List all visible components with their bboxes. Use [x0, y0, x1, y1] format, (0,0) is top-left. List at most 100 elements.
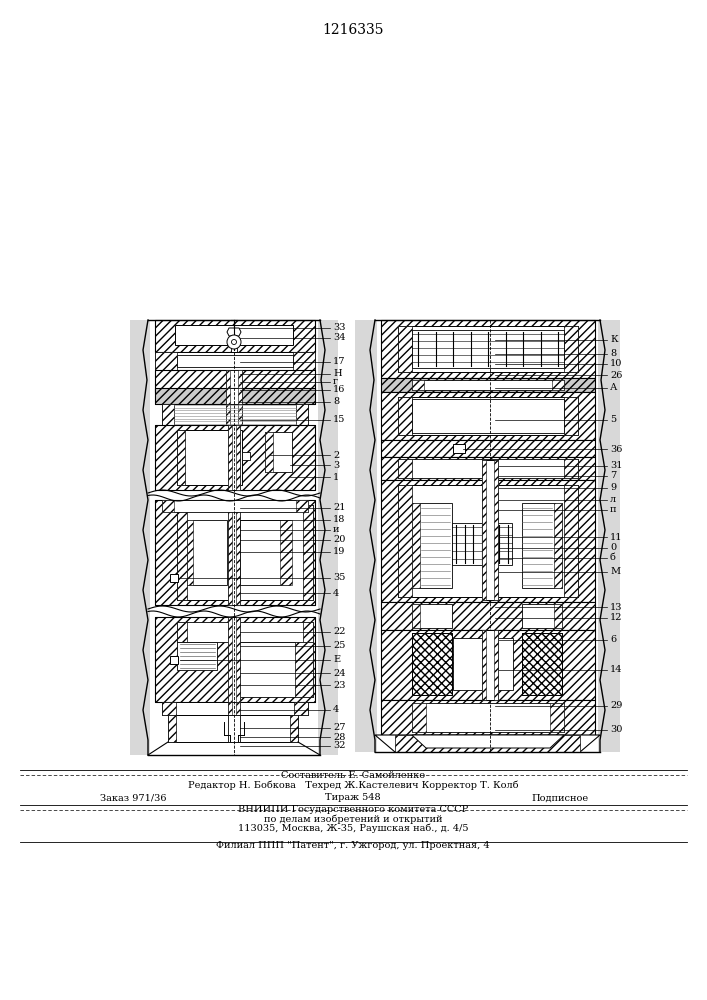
Text: 1216335: 1216335 — [322, 23, 384, 37]
Bar — [381, 480, 595, 602]
Bar — [381, 630, 595, 700]
Bar — [381, 630, 595, 700]
Text: Редактор Н. Бобкова   Техред Ж.Кастелевич Корректор Т. Колб: Редактор Н. Бобкова Техред Ж.Кастелевич … — [188, 780, 518, 790]
Text: 14: 14 — [610, 666, 622, 674]
Text: 19: 19 — [333, 548, 346, 556]
Text: 27: 27 — [333, 724, 346, 732]
Text: 13: 13 — [610, 602, 622, 611]
Text: 25: 25 — [333, 642, 346, 650]
Bar — [482, 630, 486, 700]
Text: Е: Е — [333, 656, 340, 664]
Bar — [228, 617, 232, 702]
Bar — [265, 432, 292, 472]
Bar — [293, 352, 315, 370]
Polygon shape — [375, 735, 600, 752]
Bar — [398, 459, 412, 478]
Bar — [226, 388, 242, 404]
Bar — [296, 500, 308, 512]
Bar — [453, 444, 465, 453]
Bar — [381, 700, 595, 735]
Bar — [236, 702, 240, 715]
Bar — [238, 370, 242, 392]
Bar — [228, 425, 240, 490]
Bar — [294, 702, 308, 715]
Text: 26: 26 — [610, 370, 622, 379]
Text: 23: 23 — [333, 680, 346, 690]
Bar — [175, 325, 293, 345]
Bar — [162, 404, 308, 425]
Bar — [290, 715, 298, 742]
Text: 33: 33 — [333, 324, 346, 332]
Bar — [412, 604, 452, 628]
Text: 36: 36 — [610, 444, 622, 454]
Bar — [395, 735, 580, 752]
Bar — [155, 370, 315, 392]
Text: Подписное: Подписное — [532, 794, 588, 802]
Bar — [228, 702, 232, 715]
Bar — [228, 500, 232, 605]
Bar — [236, 425, 240, 490]
Text: 8: 8 — [333, 397, 339, 406]
Bar — [355, 320, 377, 752]
Text: 12: 12 — [610, 613, 622, 622]
Bar — [226, 370, 230, 392]
Text: А: А — [610, 383, 617, 392]
Text: Тираж 548: Тираж 548 — [325, 794, 381, 802]
Bar — [177, 622, 313, 642]
Bar — [381, 480, 595, 602]
Text: 7: 7 — [610, 472, 617, 481]
Bar — [155, 617, 315, 702]
Polygon shape — [600, 320, 620, 752]
Bar — [162, 500, 174, 512]
Bar — [155, 352, 177, 370]
Bar — [412, 604, 420, 628]
Bar — [398, 397, 578, 435]
Bar — [552, 380, 564, 390]
Bar — [240, 520, 290, 585]
Bar — [494, 630, 498, 700]
Bar — [381, 440, 595, 457]
Bar — [522, 633, 562, 695]
Bar — [238, 388, 242, 404]
Bar — [177, 355, 293, 367]
Text: ВНИИПИ Государственного комитета СССР: ВНИИПИ Государственного комитета СССР — [238, 806, 468, 814]
Bar — [482, 460, 498, 600]
Bar — [242, 452, 250, 460]
Text: 1: 1 — [333, 473, 339, 482]
Bar — [228, 702, 240, 715]
Bar — [412, 330, 564, 368]
Text: Заказ 971/36: Заказ 971/36 — [100, 794, 167, 802]
Text: п: п — [610, 506, 617, 514]
Text: 4: 4 — [333, 706, 339, 714]
Bar — [236, 500, 240, 605]
Bar — [228, 617, 240, 702]
Bar — [236, 617, 240, 702]
Bar — [482, 460, 486, 600]
Text: 17: 17 — [333, 358, 346, 366]
Text: 35: 35 — [333, 574, 346, 582]
Bar — [155, 320, 315, 352]
Bar — [412, 703, 426, 732]
Text: 6: 6 — [610, 636, 616, 645]
Bar — [598, 320, 620, 752]
Bar — [398, 326, 412, 372]
Bar — [187, 520, 193, 585]
Bar — [522, 633, 562, 695]
Bar — [177, 430, 242, 485]
Text: 5: 5 — [610, 416, 616, 424]
Bar — [240, 642, 313, 697]
Bar — [412, 380, 564, 390]
Bar — [412, 503, 420, 588]
Bar — [226, 404, 230, 425]
Text: по делам изобретений и открытий: по делам изобретений и открытий — [264, 814, 443, 824]
Bar — [228, 715, 240, 742]
Bar — [155, 388, 315, 404]
Text: 10: 10 — [610, 360, 622, 368]
Bar — [296, 404, 308, 425]
Bar — [280, 520, 292, 585]
Bar — [177, 642, 217, 670]
Bar — [398, 326, 578, 372]
Text: 0: 0 — [610, 544, 616, 552]
Bar — [155, 617, 315, 702]
Bar — [452, 523, 512, 565]
